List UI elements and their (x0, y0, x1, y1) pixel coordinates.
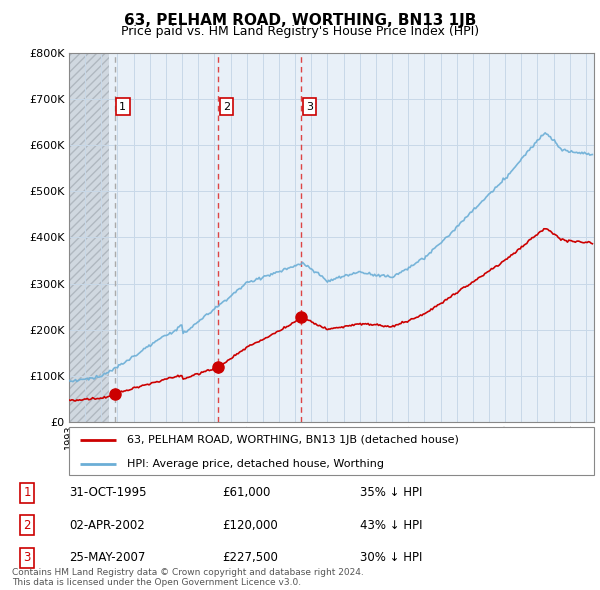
Text: 31-OCT-1995: 31-OCT-1995 (69, 486, 146, 499)
Text: 02-APR-2002: 02-APR-2002 (69, 519, 145, 532)
Text: 1: 1 (23, 486, 31, 499)
Text: 30% ↓ HPI: 30% ↓ HPI (360, 551, 422, 564)
Text: 25-MAY-2007: 25-MAY-2007 (69, 551, 145, 564)
Text: 3: 3 (23, 551, 31, 564)
Text: 63, PELHAM ROAD, WORTHING, BN13 1JB: 63, PELHAM ROAD, WORTHING, BN13 1JB (124, 13, 476, 28)
Text: £120,000: £120,000 (222, 519, 278, 532)
Text: 43% ↓ HPI: 43% ↓ HPI (360, 519, 422, 532)
Text: 2: 2 (223, 101, 230, 112)
Text: Price paid vs. HM Land Registry's House Price Index (HPI): Price paid vs. HM Land Registry's House … (121, 25, 479, 38)
Text: 2: 2 (23, 519, 31, 532)
Text: £227,500: £227,500 (222, 551, 278, 564)
Text: HPI: Average price, detached house, Worthing: HPI: Average price, detached house, Wort… (127, 459, 384, 469)
Text: 1: 1 (119, 101, 126, 112)
Text: 35% ↓ HPI: 35% ↓ HPI (360, 486, 422, 499)
Text: 63, PELHAM ROAD, WORTHING, BN13 1JB (detached house): 63, PELHAM ROAD, WORTHING, BN13 1JB (det… (127, 435, 458, 445)
Text: Contains HM Land Registry data © Crown copyright and database right 2024.
This d: Contains HM Land Registry data © Crown c… (12, 568, 364, 587)
Text: 3: 3 (306, 101, 313, 112)
Text: £61,000: £61,000 (222, 486, 271, 499)
